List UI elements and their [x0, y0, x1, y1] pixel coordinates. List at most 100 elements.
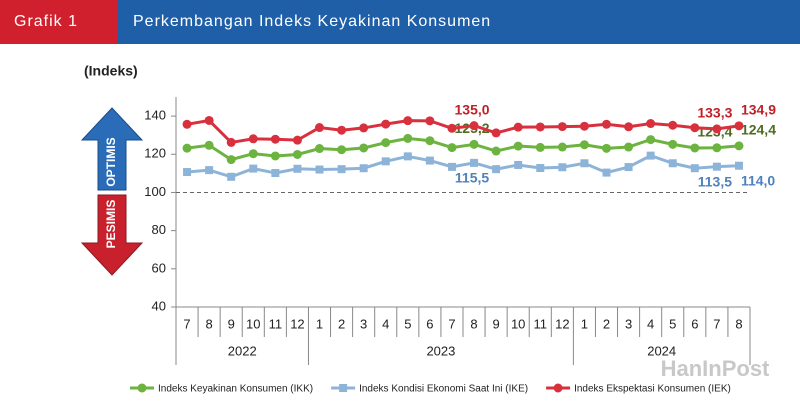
marker — [513, 141, 523, 151]
marker — [359, 143, 369, 153]
header-title-box — [118, 0, 800, 44]
marker — [690, 164, 699, 173]
marker — [359, 123, 369, 133]
legend-label: Indeks Keyakinan Konsumen (IKK) — [158, 384, 313, 395]
marker — [624, 142, 634, 152]
marker — [602, 168, 611, 177]
x-tick-label: 7 — [448, 316, 455, 331]
x-tick-label: 3 — [625, 316, 632, 331]
legend-label: Indeks Kondisi Ekonomi Saat Ini (IKE) — [359, 384, 528, 395]
x-tick-label: 12 — [290, 316, 304, 331]
marker — [513, 122, 523, 132]
marker — [668, 120, 678, 130]
pesimis-arrow — [80, 194, 144, 276]
marker — [425, 116, 435, 126]
marker — [403, 133, 413, 143]
marker — [315, 144, 324, 154]
x-tick-label: 4 — [647, 316, 654, 331]
marker — [558, 163, 567, 172]
y-tick-label: 40 — [152, 298, 166, 313]
x-tick-label: 7 — [713, 316, 720, 331]
value-label: 124,4 — [741, 122, 776, 138]
header-title: Perkembangan Indeks Keyakinan Konsumen — [133, 13, 491, 30]
y-tick-label: 60 — [152, 260, 166, 275]
marker — [646, 151, 655, 160]
marker — [624, 122, 634, 132]
x-tick-label: 2 — [603, 316, 610, 331]
y-axis-label: (Indeks) — [84, 63, 138, 79]
x-tick-label: 6 — [691, 316, 698, 331]
marker — [226, 155, 236, 165]
marker — [359, 164, 368, 173]
value-label: 114,0 — [741, 172, 775, 188]
marker — [535, 122, 545, 132]
marker — [535, 142, 545, 152]
x-tick-label: 9 — [492, 316, 499, 331]
marker — [182, 143, 192, 153]
value-label: 113,5 — [698, 173, 732, 189]
marker — [403, 116, 413, 126]
value-label: 134,9 — [741, 102, 776, 118]
marker — [447, 143, 457, 153]
x-tick-label: 11 — [534, 316, 548, 331]
marker — [425, 136, 435, 146]
value-label: 135,0 — [455, 101, 490, 117]
marker — [403, 152, 412, 161]
x-tick-label: 10 — [246, 316, 260, 331]
marker — [447, 162, 456, 171]
marker — [447, 123, 457, 133]
y-tick-label: 140 — [144, 108, 166, 123]
x-tick-label: 5 — [669, 316, 676, 331]
marker — [580, 159, 589, 168]
marker — [557, 122, 567, 132]
marker — [470, 158, 479, 167]
x-tick-label: 8 — [205, 316, 212, 331]
marker — [712, 162, 721, 171]
marker — [491, 146, 501, 156]
y-tick-label: 100 — [144, 184, 166, 199]
x-tick-label: 7 — [183, 316, 190, 331]
marker — [248, 149, 258, 159]
marker — [712, 124, 722, 134]
marker — [226, 137, 236, 147]
x-tick-label: 8 — [735, 316, 742, 331]
marker — [734, 161, 743, 170]
marker — [492, 165, 501, 174]
marker — [646, 135, 656, 145]
marker — [183, 168, 192, 177]
marker — [734, 141, 744, 151]
marker — [292, 149, 302, 159]
optimis-label: OPTIMIS — [104, 137, 118, 186]
marker — [315, 123, 324, 133]
marker — [602, 119, 611, 129]
x-tick-label: 3 — [360, 316, 367, 331]
marker — [227, 172, 236, 181]
x-tick-label: 2 — [338, 316, 345, 331]
x-tick-label: 10 — [511, 316, 525, 331]
marker — [337, 125, 347, 135]
y-tick-label: 120 — [144, 146, 166, 161]
marker — [514, 160, 523, 169]
marker — [249, 164, 258, 173]
marker — [381, 119, 391, 129]
x-tick-label: 6 — [426, 316, 433, 331]
header-label: Grafik 1 — [14, 13, 78, 30]
marker — [536, 164, 545, 173]
x-tick-label: 1 — [581, 316, 588, 331]
marker — [668, 159, 677, 168]
year-label: 2022 — [228, 343, 257, 358]
marker — [270, 134, 280, 144]
x-tick-label: 12 — [555, 316, 569, 331]
marker — [182, 119, 192, 129]
marker — [381, 157, 390, 166]
marker — [337, 145, 347, 155]
marker — [293, 164, 302, 173]
legend-marker — [339, 384, 348, 392]
marker — [204, 115, 214, 125]
y-tick-label: 80 — [152, 222, 166, 237]
x-tick-label: 8 — [470, 316, 477, 331]
pesimis-label: PESIMIS — [104, 200, 118, 249]
marker — [712, 143, 722, 153]
